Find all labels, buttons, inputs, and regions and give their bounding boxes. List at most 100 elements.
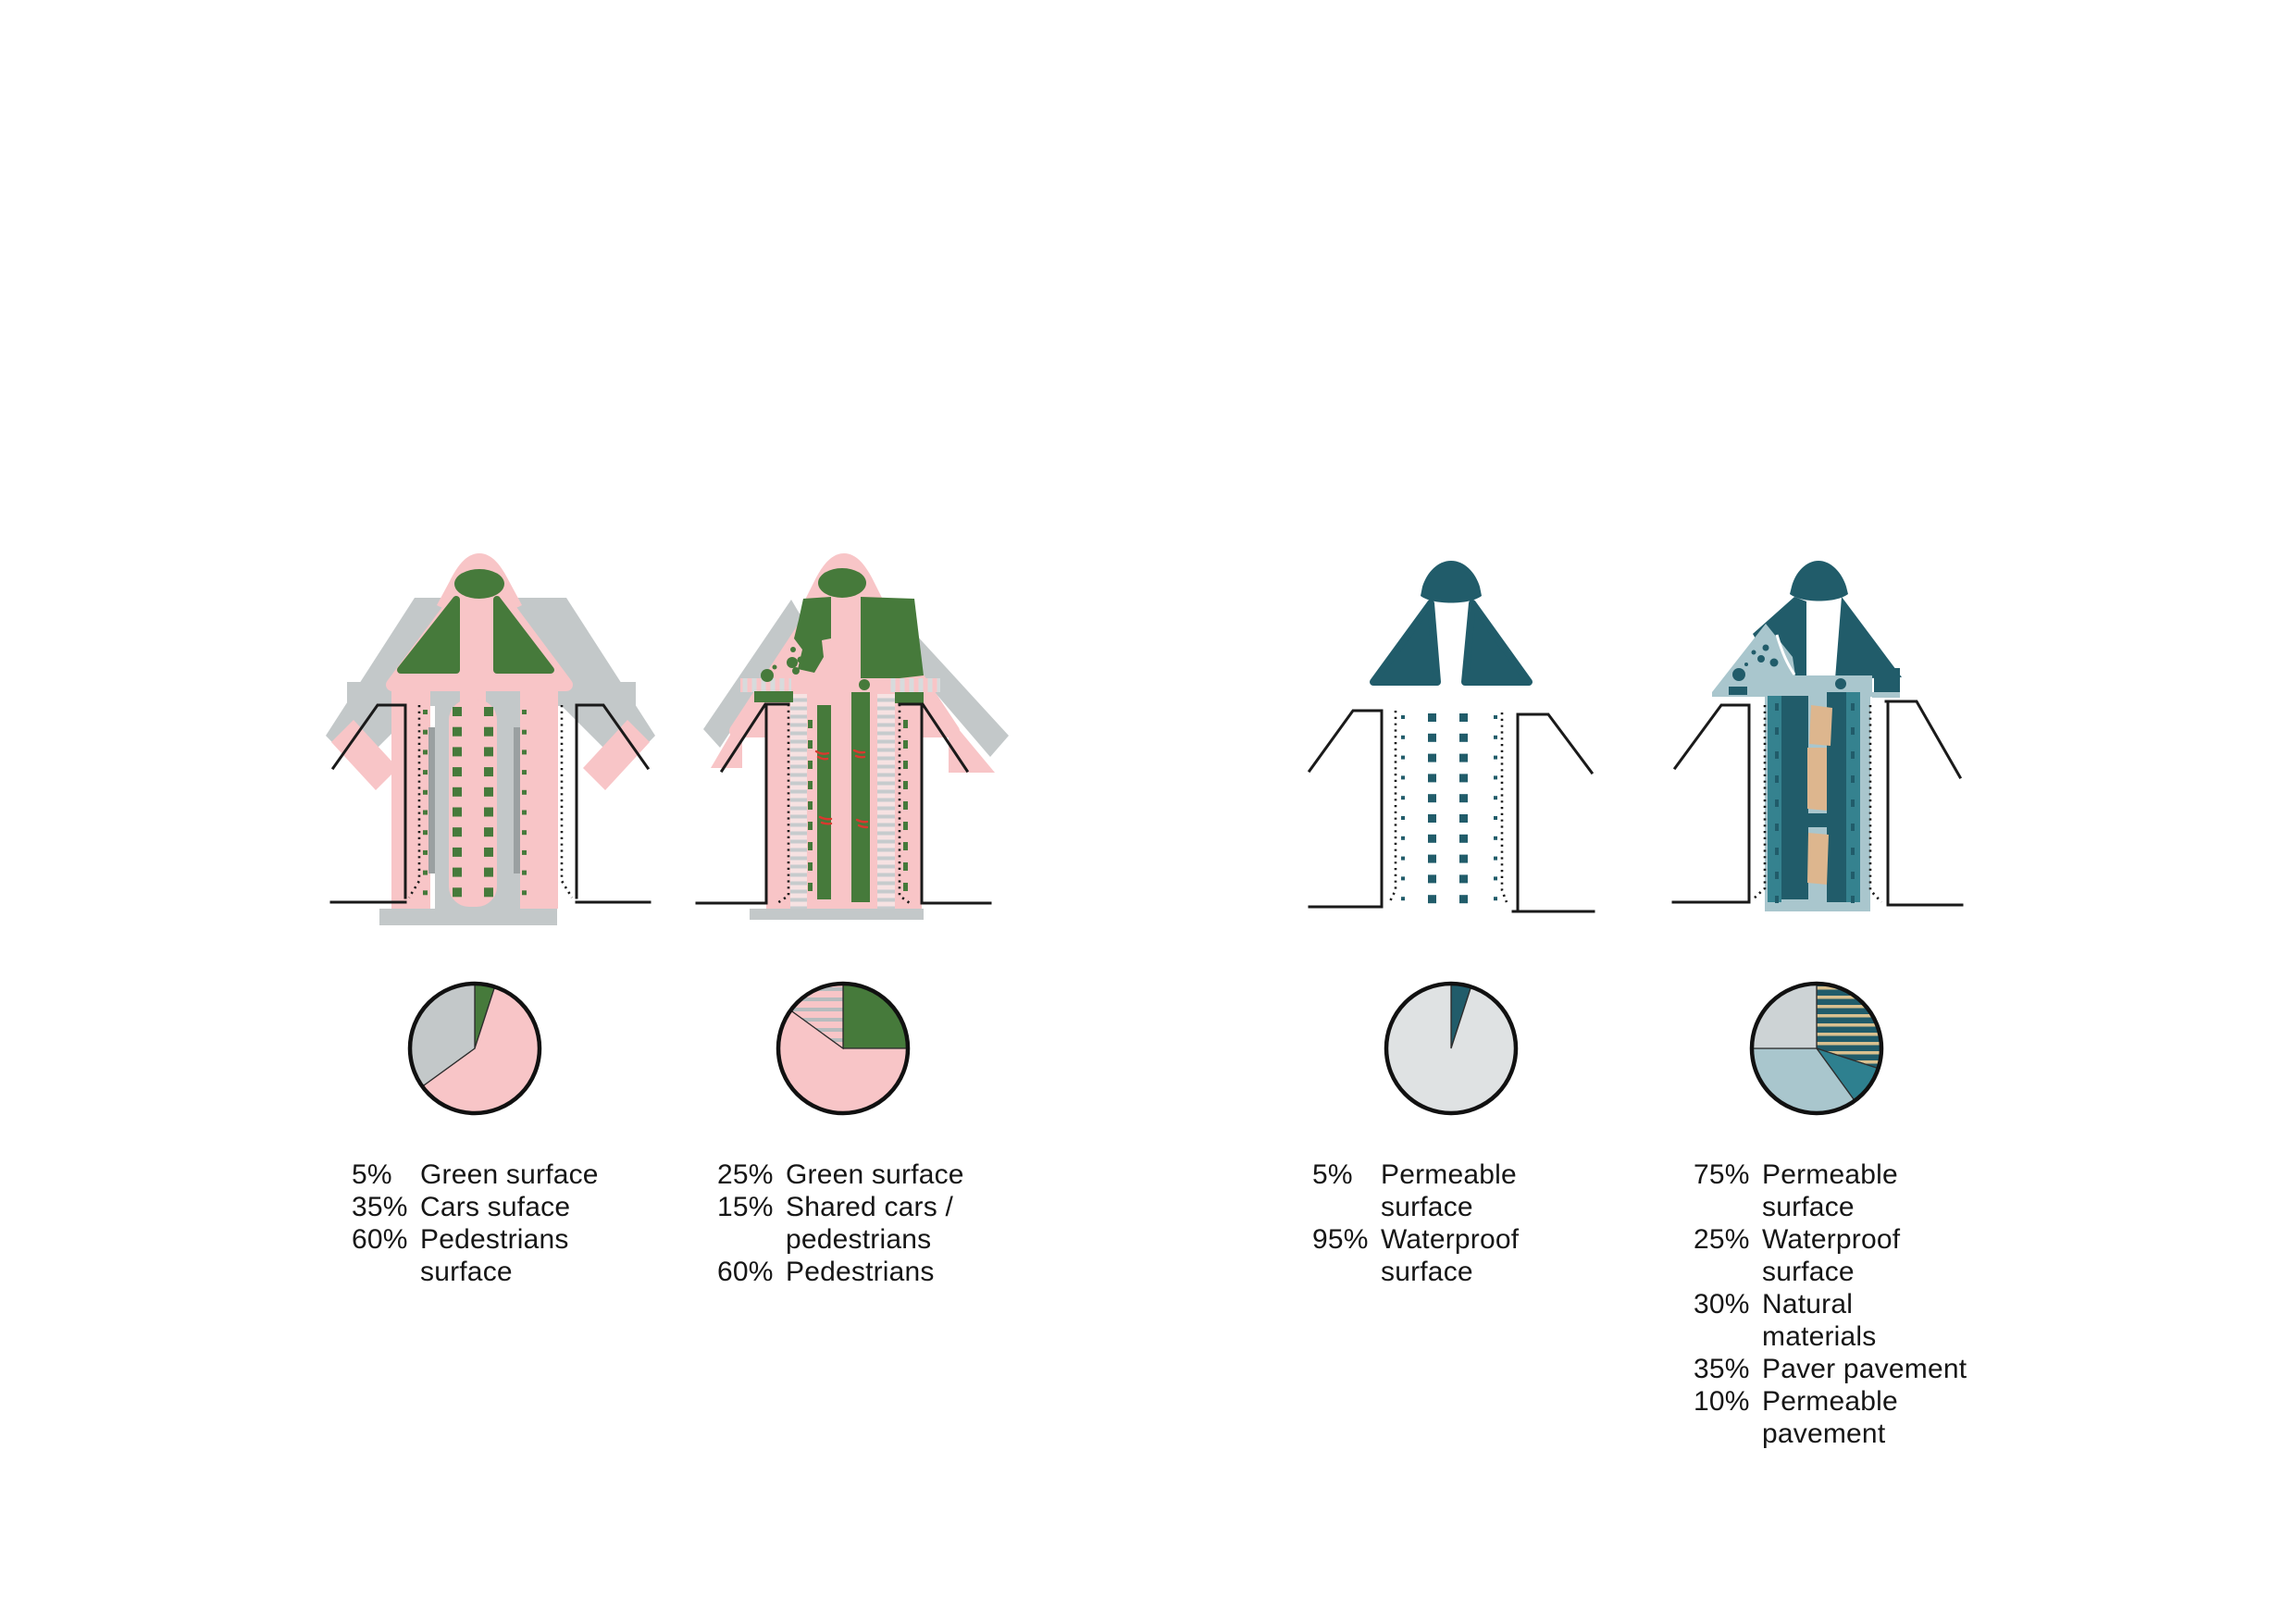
plan-dot <box>1494 836 1497 840</box>
plan-dot <box>423 750 428 755</box>
plan-dot <box>1428 713 1436 722</box>
pie-chart-surface-existing <box>407 981 542 1116</box>
plan-dot <box>1494 755 1497 760</box>
plan-dot <box>453 887 462 898</box>
plan-dot <box>1494 856 1497 861</box>
legend-label: Natural materials <box>1762 1288 1877 1353</box>
plan-dot <box>1401 735 1405 739</box>
plan-dot <box>1851 872 1855 879</box>
plan-dot <box>1494 735 1497 739</box>
plan-dot <box>808 761 813 769</box>
plan-dot <box>808 862 813 871</box>
plan-dot <box>522 789 527 795</box>
legend-label-line: surface <box>1762 1257 1855 1287</box>
plan-dot <box>453 747 462 757</box>
plan-dot <box>1401 775 1405 780</box>
plan-dot <box>522 810 527 815</box>
pie-outline <box>407 981 542 1116</box>
legend-label-line: Green surface <box>420 1159 599 1190</box>
plan-dot <box>522 849 527 855</box>
plan-dot <box>453 707 462 716</box>
legend-label-line: materials <box>1762 1321 1877 1352</box>
plan-dot <box>522 750 527 755</box>
legend-row: 15% Shared cars / pedestrians <box>717 1191 964 1256</box>
plan-dot <box>453 767 462 777</box>
plan-dot <box>1851 799 1855 807</box>
legend-label-line: pavement <box>1762 1419 1886 1449</box>
legend-label-line: surface <box>1381 1192 1473 1222</box>
plan-dot <box>522 710 527 714</box>
plan-dot <box>1494 715 1497 719</box>
tree-icon <box>761 669 774 682</box>
plan-dot <box>484 767 493 777</box>
plan-dot <box>1459 713 1468 722</box>
plan-dot <box>1851 727 1855 735</box>
plan-dot <box>808 720 813 728</box>
legend-label-line: surface <box>420 1257 513 1287</box>
plan-dot <box>1775 727 1779 735</box>
pie-outline <box>776 981 911 1116</box>
plan-dot <box>1401 836 1405 840</box>
plan-dot <box>1494 876 1497 881</box>
plan-dot <box>453 787 462 797</box>
plan-dot <box>903 781 908 789</box>
legend-label-line: Waterproof <box>1762 1224 1901 1255</box>
plan-dot <box>1459 774 1468 783</box>
legend-percent: 5% <box>1312 1159 1353 1190</box>
plan-dot <box>903 740 908 749</box>
plan-dot <box>1428 854 1436 863</box>
building-outline <box>1307 709 1384 774</box>
plan-dot <box>522 870 527 875</box>
plan-dot <box>1428 794 1436 803</box>
legend-percent: 75% <box>1694 1159 1750 1190</box>
legend-row: 5% Permeable surface <box>1312 1158 1519 1223</box>
plan-dot <box>484 887 493 898</box>
red-annotation-marks <box>814 749 869 829</box>
pie-chart-surface-proposal <box>776 981 911 1116</box>
plan-dot <box>1494 775 1497 780</box>
plan-dot <box>1775 799 1779 807</box>
plan-dot <box>453 827 462 837</box>
plan-dot <box>1851 824 1855 831</box>
plan-dot <box>808 740 813 749</box>
plan-dot <box>1428 733 1436 742</box>
building-outline <box>1672 703 1751 771</box>
plan-dot <box>1401 715 1405 719</box>
lot-line-dotted <box>1751 705 1767 901</box>
plan-dot <box>1459 814 1468 823</box>
plan-dot <box>1851 896 1855 903</box>
legend-surface-existing: 5% Green surface 35% Cars suface 60% Pedestri… <box>352 1158 599 1288</box>
plan-dot <box>453 726 462 737</box>
legend-label: Green surface <box>786 1158 964 1191</box>
plan-dot <box>423 890 428 896</box>
plan-dot <box>808 801 813 810</box>
plan-dot <box>903 883 908 891</box>
green-surface-shape <box>794 597 831 673</box>
plan-dot <box>522 890 527 896</box>
plan-dot <box>1851 848 1855 855</box>
plan-dot <box>1428 874 1436 884</box>
plan-dot <box>423 770 428 775</box>
lot-line-dotted <box>776 704 790 905</box>
plan-dot <box>1494 816 1497 820</box>
legend-label-line: Pedestrians <box>786 1257 935 1287</box>
plan-dot <box>522 770 527 775</box>
plan-dot <box>453 807 462 817</box>
plan-dot <box>1401 755 1405 760</box>
plan-dot <box>1428 814 1436 823</box>
legend-row: 95% Waterproof surface <box>1312 1223 1519 1288</box>
legend-percent: 30% <box>1694 1289 1750 1319</box>
legend-row: 5% Green surface <box>352 1158 599 1191</box>
plan-dot <box>1459 874 1468 884</box>
plan-dot <box>1459 854 1468 863</box>
plan-dot <box>1428 774 1436 783</box>
legend-permeability-proposal: 75% Permeable surface 25% Waterproof surface 3… <box>1694 1158 1967 1450</box>
drain-cell-grid <box>1775 703 1855 903</box>
plan-dot <box>1459 794 1468 803</box>
legend-percent: 35% <box>352 1192 408 1222</box>
legend-surface-proposal: 25% Green surface 15% Shared cars / pedestri… <box>717 1158 964 1288</box>
legend-label: Paver pavement <box>1762 1353 1967 1385</box>
plan-dot <box>484 787 493 797</box>
legend-row: 35% Cars suface <box>352 1191 599 1223</box>
